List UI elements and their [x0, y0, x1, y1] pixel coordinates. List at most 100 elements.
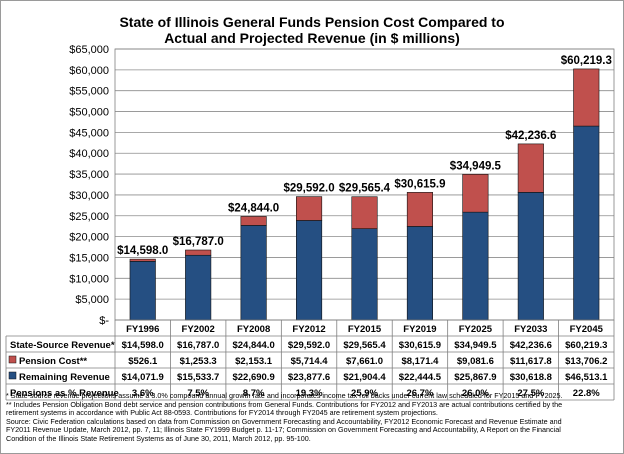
table-cell: 26.0% [462, 388, 489, 399]
bar-remaining-revenue [240, 225, 267, 321]
bar-remaining-revenue [517, 192, 544, 321]
y-tick-label: $5,000 [75, 294, 109, 306]
footnote-line: retirement systems in accordance with Pu… [6, 409, 438, 418]
footnote-line: Source: Civic Federation calculations ba… [6, 417, 562, 426]
y-tick-label: $45,000 [69, 127, 109, 139]
y-tick-label: $15,000 [69, 252, 109, 264]
y-tick-label: $50,000 [69, 107, 109, 119]
x-tick-label: FY2033 [514, 324, 547, 335]
y-tick-label: $65,000 [69, 44, 109, 56]
table-cell: $21,904.4 [343, 372, 386, 383]
table-cell: $46,513.1 [565, 372, 608, 383]
y-tick-label: $55,000 [69, 86, 109, 98]
y-tick-label: $40,000 [69, 148, 109, 160]
legend-swatch [8, 371, 17, 380]
table-cell: $14,598.0 [122, 340, 164, 351]
table-cell: $1,253.3 [180, 356, 217, 367]
bar-remaining-revenue [185, 254, 212, 321]
table-cell: $11,617.8 [510, 356, 552, 367]
chart-title: State of Illinois General Funds Pension … [119, 14, 505, 30]
bar-pension-cost [185, 249, 212, 256]
table-cell: $42,236.6 [510, 340, 552, 351]
table-cell: $526.1 [128, 356, 158, 367]
table-cell: 22.8% [573, 388, 600, 399]
footnotes: * State-source revenue projections assum… [6, 392, 618, 444]
table-cell: $2,153.1 [235, 356, 273, 367]
table-row-label: Remaining Revenue [19, 372, 110, 383]
legend-swatch [8, 355, 17, 364]
bar-pension-cost [573, 68, 600, 127]
table-cell: $9,081.6 [457, 356, 494, 367]
y-tick-label: $25,000 [69, 211, 109, 223]
table-cell: $8,171.4 [401, 356, 439, 367]
x-tick-label: FY2002 [182, 324, 215, 335]
table-cell: $34,949.5 [454, 340, 497, 351]
bar-pension-cost [406, 192, 433, 227]
bar-remaining-revenue [129, 261, 156, 321]
chart-subtitle: Actual and Projected Revenue (in $ milli… [164, 30, 460, 46]
table-cell: $15,533.7 [177, 372, 219, 383]
table-cell: $60,219.3 [565, 340, 607, 351]
footnote-line: Condition of the Illinois State Retireme… [6, 434, 311, 443]
table-cell: 3.6% [132, 388, 154, 399]
bar-remaining-revenue [351, 228, 378, 321]
y-tick-label: $20,000 [69, 232, 109, 244]
bar-remaining-revenue [573, 125, 600, 321]
bar-total-label: $34,949.5 [450, 160, 502, 172]
bar-total-label: $60,219.3 [561, 55, 612, 67]
bar-total-label: $30,615.9 [394, 178, 445, 190]
bar-total-label: $42,236.6 [505, 130, 556, 142]
bar-pension-cost [296, 196, 323, 221]
x-tick-label: FY2025 [459, 324, 493, 335]
bar-pension-cost [462, 173, 489, 213]
table-cell: $5,714.4 [291, 356, 329, 367]
bar-total-label: $16,787.0 [173, 236, 224, 248]
x-tick-label: FY2012 [292, 324, 325, 335]
table-cell: 8.7% [243, 388, 265, 399]
table-row-label: State-Source Revenue* [10, 340, 115, 351]
footnote-line: * State-source revenue projections assum… [6, 392, 563, 400]
table-cell: 19.3% [296, 388, 323, 399]
bar-total-label: $29,565.4 [339, 183, 391, 195]
y-tick-label: $- [99, 315, 109, 327]
bar-remaining-revenue [296, 220, 323, 321]
table-cell: $24,844.0 [232, 340, 274, 351]
table-cell: 26.7% [406, 388, 433, 399]
table-cell: $22,690.9 [232, 372, 274, 383]
table-cell: $30,615.9 [399, 340, 441, 351]
table-cell: $16,787.0 [177, 340, 219, 351]
table-row-label: Pensions as % Revenue [10, 388, 119, 399]
table-cell: 27.5% [517, 388, 544, 399]
bar-total-label: $24,844.0 [228, 202, 279, 214]
table-cell: $29,592.0 [288, 340, 330, 351]
x-tick-label: FY2019 [403, 324, 436, 335]
bar-pension-cost [351, 196, 378, 229]
y-tick-label: $30,000 [69, 190, 109, 202]
footnote-line: FY2011 Revenue Update, March 2012, pp. 7… [6, 426, 561, 435]
bar-total-label: $14,598.0 [117, 245, 168, 257]
table-cell: $23,877.6 [288, 372, 330, 383]
table-cell: $14,071.9 [122, 372, 164, 383]
table-cell: $29,565.4 [343, 340, 386, 351]
y-tick-label: $60,000 [69, 65, 109, 77]
x-tick-label: FY1996 [126, 324, 159, 335]
table-cell: $13,706.2 [565, 356, 607, 367]
table-cell: $22,444.5 [399, 372, 442, 383]
table-row-label: Pension Cost** [19, 356, 87, 367]
bar-pension-cost [240, 216, 267, 226]
bar-remaining-revenue [406, 226, 433, 321]
x-tick-label: FY2008 [237, 324, 270, 335]
table-cell: 7.5% [187, 388, 209, 399]
table-cell: $25,867.9 [454, 372, 496, 383]
x-tick-label: FY2045 [570, 324, 604, 335]
footnote-line: ** Includes Pension Obligation Bond debt… [6, 400, 563, 409]
y-tick-label: $35,000 [69, 169, 109, 181]
bar-pension-cost [517, 143, 544, 193]
table-cell: 25.9% [351, 388, 378, 399]
bar-total-label: $29,592.0 [283, 183, 334, 195]
bar-remaining-revenue [462, 211, 489, 321]
x-tick-label: FY2015 [348, 324, 382, 335]
table-cell: $30,618.8 [510, 372, 552, 383]
table-cell: $7,661.0 [346, 356, 383, 367]
